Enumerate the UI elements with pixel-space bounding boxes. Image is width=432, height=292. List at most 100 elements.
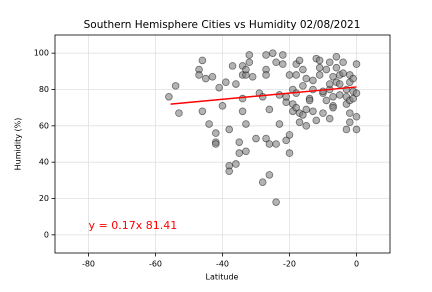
point [339,69,347,77]
point [299,111,307,119]
point [345,118,354,126]
y-tick-label: 100 [34,49,49,58]
point [262,51,270,59]
point [232,80,240,88]
point [352,112,361,121]
y-axis-label: Humidity (%) [14,118,23,171]
point [205,120,213,128]
point [285,71,294,79]
x-tick-label: -60 [149,260,162,269]
x-tick-label: -80 [82,260,95,269]
point [258,92,267,101]
point [312,116,321,125]
point [349,94,357,103]
point [282,136,290,145]
point [332,52,341,61]
point [342,125,351,134]
point [299,82,307,90]
point [278,60,287,68]
point [295,56,304,65]
point [242,65,250,74]
point [222,78,230,87]
point [198,107,207,116]
point [225,125,234,134]
point [315,63,324,72]
point [198,56,207,65]
point [228,62,237,70]
point [322,65,331,74]
point [315,56,324,65]
point [218,102,227,110]
point [272,140,280,148]
point [285,131,294,139]
point [175,109,183,117]
point [309,107,317,116]
x-tick-label: 0 [354,260,359,269]
point [325,114,334,123]
point [302,74,311,83]
point [212,140,220,148]
regression-line [170,86,357,105]
point [329,103,337,112]
point [262,71,270,79]
y-tick-label: 40 [39,158,49,167]
point [232,160,240,168]
point [345,109,354,117]
point [242,147,250,156]
point [319,109,327,117]
point [278,51,287,59]
point [332,63,341,72]
point [335,80,344,88]
point [171,82,180,90]
point [225,167,234,176]
plot-frame [54,34,391,254]
point [212,129,220,137]
point [329,92,337,101]
point [315,71,324,79]
point [165,92,173,101]
point [252,134,260,143]
point [295,118,304,126]
point [275,120,284,128]
point [265,140,274,148]
point [235,149,244,157]
point [319,87,327,96]
point [272,198,280,206]
point [195,71,203,79]
y-tick-label: 80 [39,85,49,94]
y-tick-label: 60 [39,121,49,130]
annotation: y = 0.17x 81.41 [89,219,178,232]
point [305,96,314,105]
point [268,49,277,57]
chart-title: Southern Hemisphere Cities vs Humidity 0… [84,19,361,31]
x-tick-label: -20 [283,260,296,269]
point [352,60,361,68]
point [248,72,257,81]
point [299,65,307,74]
point [265,171,274,179]
point [265,105,274,114]
point [352,89,361,97]
point [242,120,250,128]
point [292,103,301,112]
point [325,80,334,88]
point [349,74,357,83]
point [352,125,361,134]
point [322,96,331,105]
point [262,134,270,143]
point [245,58,254,67]
point [208,72,217,81]
y-tick-label: 20 [39,194,49,203]
point [302,105,311,114]
point [201,74,210,83]
point [335,91,344,99]
point [339,58,347,67]
point [272,58,280,67]
point [235,138,244,146]
point [302,122,311,130]
point [238,94,247,103]
point [325,58,334,67]
y-tick-label: 0 [44,230,49,239]
x-axis-label: Latitude [206,273,239,282]
